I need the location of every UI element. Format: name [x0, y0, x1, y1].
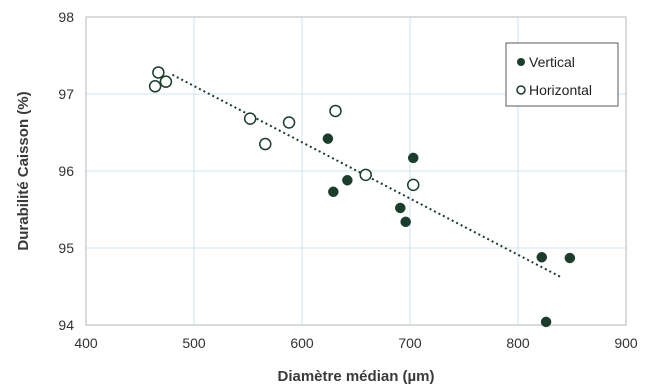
data-point-vertical	[400, 216, 411, 228]
y-tick-label: 94	[58, 317, 74, 333]
x-tick-label: 600	[290, 335, 314, 351]
data-point-horizontal	[148, 80, 162, 93]
x-tick-label: 800	[506, 335, 530, 351]
legend-label-vertical: Vertical	[529, 54, 575, 70]
x-tick-label: 900	[614, 335, 638, 351]
x-axis-ticks: 400 500 600 700 800 900	[74, 335, 638, 351]
legend: Vertical Horizontal	[505, 42, 619, 107]
data-point-horizontal	[259, 137, 272, 151]
data-point-vertical	[564, 252, 576, 264]
data-point-vertical	[407, 152, 419, 164]
data-point-vertical	[342, 174, 353, 186]
data-point-vertical	[395, 202, 406, 214]
y-tick-label: 95	[58, 240, 74, 256]
data-point-horizontal	[152, 66, 165, 79]
legend-label-horizontal: Horizontal	[529, 82, 592, 98]
plot-area-frame	[85, 16, 627, 326]
legend-box	[505, 42, 619, 107]
data-points	[148, 66, 576, 328]
data-point-horizontal	[329, 104, 342, 118]
x-tick-label: 400	[74, 335, 98, 351]
data-point-vertical	[540, 316, 552, 328]
data-point-horizontal	[359, 168, 372, 182]
data-point-horizontal	[159, 75, 173, 88]
y-axis-ticks: 94 95 96 97 98	[58, 9, 74, 333]
legend-marker-vertical	[517, 58, 525, 66]
data-point-horizontal	[243, 112, 257, 125]
data-point-vertical	[328, 186, 339, 198]
y-tick-label: 98	[58, 9, 74, 25]
data-point-horizontal	[406, 178, 420, 192]
x-axis-title: Diamètre médian (µm)	[277, 368, 434, 385]
y-tick-label: 96	[58, 163, 74, 179]
x-tick-label: 700	[398, 335, 422, 351]
data-point-horizontal	[282, 116, 296, 129]
y-axis-title: Durabilité Caisson (%)	[15, 91, 32, 250]
y-tick-label: 97	[58, 86, 74, 102]
data-point-vertical	[536, 251, 548, 263]
data-point-vertical	[322, 133, 334, 144]
legend-marker-horizontal	[516, 85, 526, 95]
x-tick-label: 500	[182, 335, 206, 351]
trendline	[171, 73, 562, 279]
